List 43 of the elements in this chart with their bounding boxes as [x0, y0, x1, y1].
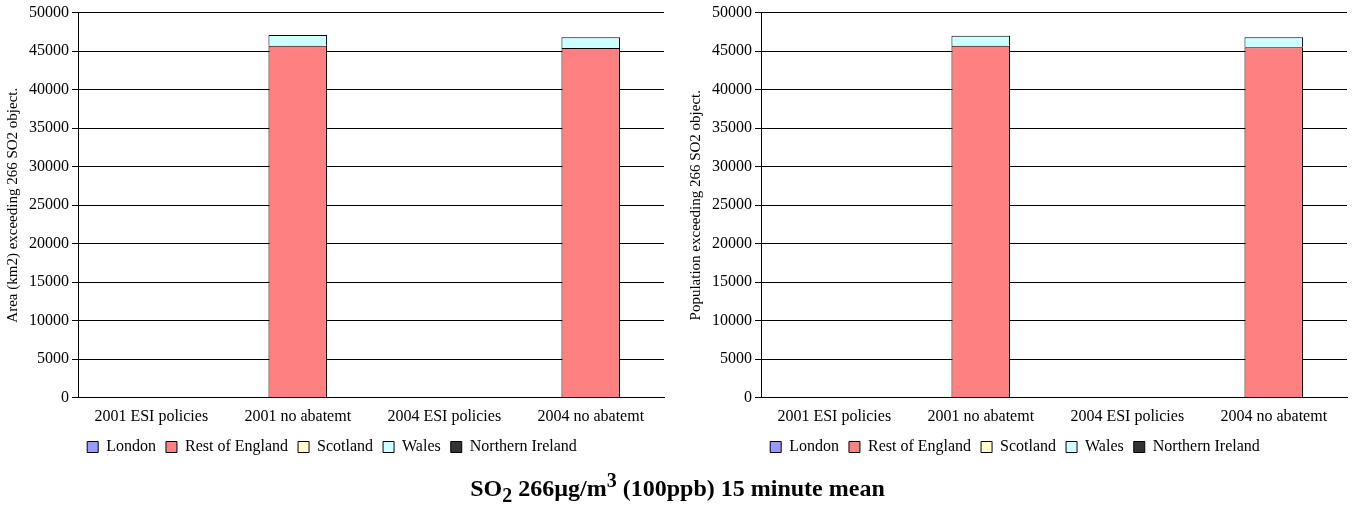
y-tick-label: 10000 — [712, 310, 752, 328]
y-tick-label: 30000 — [712, 156, 752, 174]
y-tick-label: 10000 — [29, 310, 69, 328]
legend-label: Northern Ireland — [469, 437, 577, 455]
x-tick-label: 2001 no abatemt — [244, 406, 352, 424]
x-tick-label: 2004 ESI policies — [387, 406, 502, 425]
y-axis-title: Area (km2) exceeding 266 SO2 object. — [3, 87, 21, 323]
y-tick-label: 45000 — [29, 41, 69, 59]
text: SO$_{2}$ 266µg/m$^{3}$ (100ppb) 15 minute mean — [469, 469, 886, 507]
legend-label: Scotland — [317, 437, 374, 455]
x-tick-label: 2004 no abatemt — [537, 406, 645, 424]
y-tick-label: 30000 — [29, 156, 69, 174]
x-tick-label: 2004 no abatemt — [1220, 406, 1328, 424]
y-tick-label: 40000 — [712, 79, 752, 97]
y-tick-label: 15000 — [712, 272, 752, 290]
y-tick-label: 50000 — [712, 2, 752, 20]
x-tick-label: 2004 ESI policies — [1070, 406, 1185, 425]
legend-label: London — [789, 437, 839, 455]
y-tick-label: 20000 — [712, 233, 752, 251]
y-tick-label: 0 — [744, 388, 752, 405]
y-tick-label: 5000 — [720, 349, 752, 367]
legend-label: Northern Ireland — [1152, 437, 1260, 455]
legend-label: Rest of England — [184, 437, 289, 456]
y-tick-label: 35000 — [712, 118, 752, 136]
y-tick-label: 25000 — [712, 195, 752, 213]
y-tick-label: 50000 — [29, 2, 69, 20]
y-tick-label: 0 — [61, 388, 69, 405]
x-tick-label: 2001 ESI policies — [777, 406, 892, 425]
y-tick-label: 25000 — [29, 195, 69, 213]
legend-label: London — [106, 437, 156, 455]
y-axis-title: Population exceeding 266 SO2 object. — [686, 90, 703, 321]
y-tick-label: 15000 — [29, 272, 69, 290]
x-tick-label: 2001 ESI policies — [94, 406, 209, 425]
legend-label: Scotland — [1000, 437, 1057, 455]
x-tick-label: 2001 no abatemt — [927, 406, 1035, 424]
y-tick-label: 5000 — [37, 349, 69, 367]
y-tick-label: 35000 — [29, 118, 69, 136]
legend-label: Rest of England — [867, 437, 972, 456]
legend-label: Wales — [402, 437, 441, 455]
y-tick-label: 40000 — [29, 79, 69, 97]
y-tick-label: 45000 — [712, 41, 752, 59]
y-tick-label: 20000 — [29, 233, 69, 251]
legend-label: Wales — [1085, 437, 1124, 455]
